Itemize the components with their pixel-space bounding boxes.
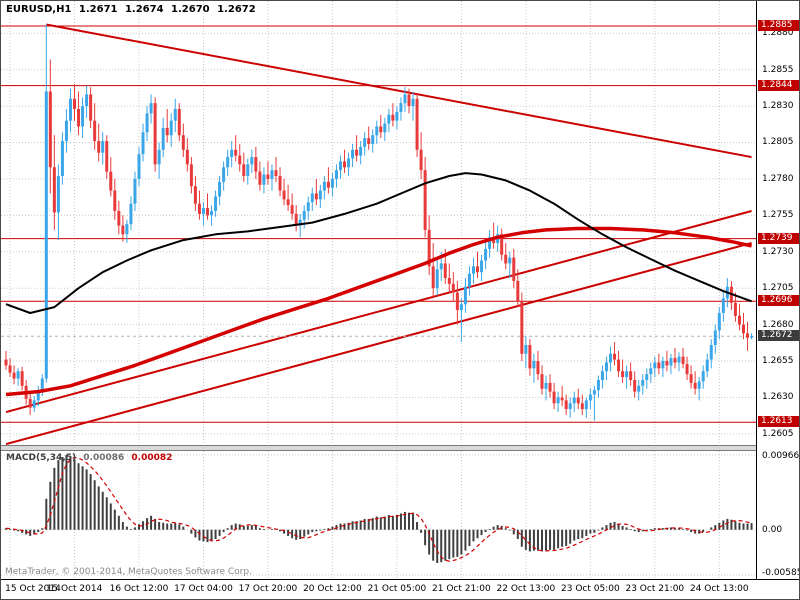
- time-tick-label: 24 Oct 13:00: [689, 584, 749, 594]
- time-tick-label: 15 Oct 2014: [46, 584, 103, 594]
- macd-histogram: [5, 455, 753, 564]
- candles: [4, 24, 754, 421]
- ohlc-low: 1.2670: [171, 4, 210, 15]
- level-price-badge: 1.2613: [758, 416, 799, 428]
- macd-grid: [1, 451, 756, 579]
- horizontal-level-lines[interactable]: [1, 25, 756, 423]
- trendlines[interactable]: [5, 23, 752, 445]
- time-tick-label: 17 Oct 20:00: [238, 584, 298, 594]
- macd-zero-label: 0.00: [762, 524, 783, 535]
- price-tick-label: 1.2680: [762, 319, 794, 330]
- price-tick-label: 1.2630: [762, 392, 794, 403]
- time-tick-label: 17 Oct 04:00: [174, 584, 233, 594]
- time-tick-label: 23 Oct 21:00: [625, 584, 685, 594]
- level-price-badge: 1.2885: [758, 19, 799, 31]
- macd-value: 0.00086: [83, 453, 125, 463]
- price-tick-label: 1.2655: [762, 356, 794, 367]
- price-tick-label: 1.2780: [762, 173, 794, 184]
- time-tick-label: 15 Oct 2014: [5, 584, 61, 594]
- ma-red-line: [5, 226, 752, 397]
- ohlc-open: 1.2671: [78, 4, 118, 15]
- time-axis[interactable]: 15 Oct 2014 15 Oct 2014 16 Oct 12:00 17 Oct…: [1, 579, 799, 599]
- macd-plot[interactable]: [1, 451, 756, 579]
- copyright-text: MetaTrader, © 2001-2014, MetaQuotes Soft…: [5, 567, 252, 577]
- price-plot[interactable]: [1, 1, 756, 445]
- level-price-badge: 1.2696: [758, 295, 799, 307]
- time-tick-label: 23 Oct 05:00: [561, 584, 620, 594]
- macd-indicator-label: MACD(5,34,5) 0.00086 0.00082: [6, 453, 172, 463]
- current-price-badge: 1.2672: [758, 330, 799, 342]
- price-tick-label: 1.2755: [762, 210, 794, 221]
- macd-max-label: 0.00966: [762, 451, 800, 461]
- price-pane[interactable]: EURUSD,H1 1.2671 1.2674 1.2670 1.2672: [1, 1, 756, 445]
- price-tick-label: 1.2605: [762, 428, 794, 439]
- macd-signal-line: [5, 456, 752, 562]
- time-tick-label: 21 Oct 05:00: [367, 584, 427, 594]
- price-tick-label: 1.2705: [762, 283, 794, 294]
- macd-name: MACD(5,34,5): [6, 453, 77, 463]
- price-tick-label: 1.2830: [762, 101, 794, 112]
- symbol-period-label: EURUSD,H1: [6, 4, 72, 15]
- price-axis[interactable]: 0.00966 0.00 -0.00585 1.2880 1.2855 1.2830…: [756, 1, 800, 579]
- chart-title: EURUSD,H1 1.2671 1.2674 1.2670 1.2672: [6, 4, 260, 15]
- price-tick-label: 1.2855: [762, 64, 794, 75]
- pane-splitter[interactable]: [1, 445, 799, 451]
- time-tick-label: 20 Oct 12:00: [303, 584, 362, 594]
- price-tick-label: 1.2805: [762, 137, 794, 148]
- ohlc-close: 1.2672: [217, 4, 256, 15]
- macd-signal-value: 0.00082: [131, 453, 173, 463]
- time-tick-label: 22 Oct 13:00: [496, 584, 556, 594]
- price-tick-label: 1.2730: [762, 246, 794, 257]
- time-tick-label: 16 Oct 12:00: [109, 584, 169, 594]
- level-price-badge: 1.2844: [758, 79, 799, 91]
- level-price-badge: 1.2739: [758, 232, 799, 244]
- macd-min-label: -0.00585: [762, 568, 800, 578]
- price-tick-label: 1.2880: [762, 28, 794, 39]
- macd-pane[interactable]: MACD(5,34,5) 0.00086 0.00082 MetaTrader,…: [1, 451, 756, 579]
- time-tick-label: 21 Oct 21:00: [432, 584, 491, 594]
- ohlc-high: 1.2674: [124, 4, 164, 15]
- ma-black-line: [5, 172, 752, 314]
